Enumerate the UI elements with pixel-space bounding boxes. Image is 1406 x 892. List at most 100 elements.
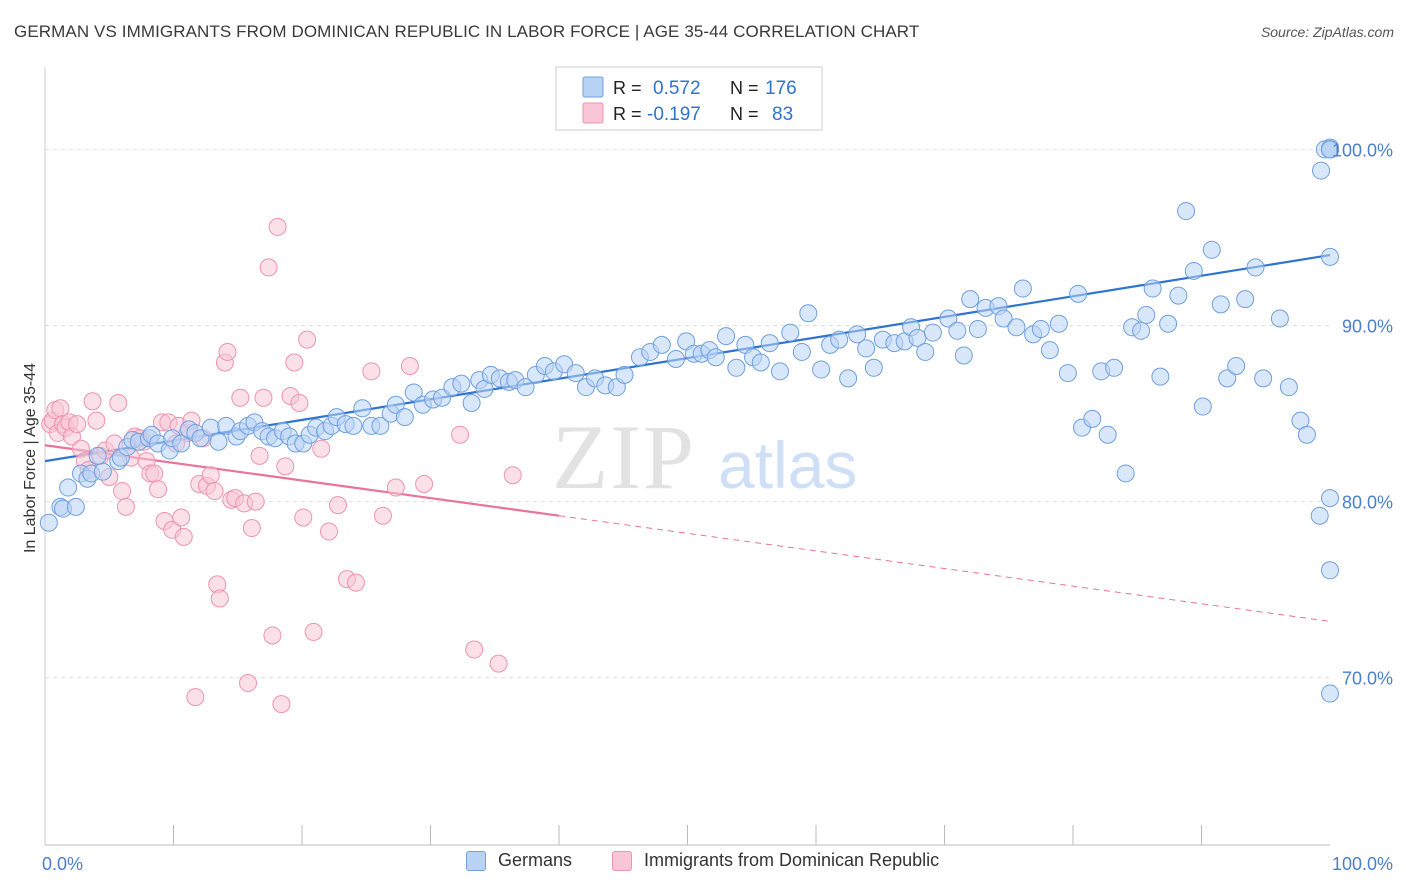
dominican-point bbox=[231, 388, 250, 407]
german-point bbox=[1246, 258, 1265, 277]
dominican-point bbox=[290, 394, 309, 413]
german-point bbox=[615, 365, 634, 384]
german-point bbox=[516, 378, 535, 397]
dominican-point bbox=[285, 353, 304, 372]
grid-lines bbox=[45, 148, 1330, 679]
german-point bbox=[839, 369, 858, 388]
german-point bbox=[1049, 314, 1068, 333]
german-point bbox=[812, 360, 831, 379]
german-point bbox=[792, 342, 811, 361]
watermark-atlas: atlas bbox=[718, 428, 857, 502]
dominican-point bbox=[386, 478, 405, 497]
dominican-point bbox=[218, 342, 237, 361]
german-point bbox=[1254, 369, 1273, 388]
dominican-point bbox=[87, 411, 106, 430]
dominican-point bbox=[451, 425, 470, 444]
german-point bbox=[1321, 684, 1339, 703]
german-point bbox=[954, 346, 973, 365]
german-point bbox=[452, 374, 471, 393]
german-point bbox=[717, 327, 736, 346]
german-swatch bbox=[582, 76, 604, 98]
german-point bbox=[344, 416, 363, 435]
dominican-point bbox=[362, 362, 381, 381]
german-point bbox=[1227, 357, 1246, 376]
german-point bbox=[1279, 378, 1298, 397]
dominican-point bbox=[312, 439, 331, 458]
german-point bbox=[1321, 247, 1339, 266]
german-point bbox=[1218, 369, 1237, 388]
german-point bbox=[1031, 320, 1050, 339]
dominican-point bbox=[205, 482, 224, 501]
german-point bbox=[939, 309, 958, 328]
german-point bbox=[857, 339, 876, 358]
legend-swatch-germans bbox=[466, 850, 486, 871]
german-point bbox=[1211, 295, 1230, 314]
german-point bbox=[88, 446, 107, 465]
tick-labels: 70.0% 80.0% 90.0% 100.0% 0.0% 100.0% bbox=[42, 140, 1393, 874]
dominican-point bbox=[465, 640, 484, 659]
legend-label-germans: Germans bbox=[498, 850, 573, 870]
german-point bbox=[968, 320, 987, 339]
german-point bbox=[771, 362, 790, 381]
german-point bbox=[1193, 397, 1212, 416]
dominican-point bbox=[149, 480, 168, 499]
german-point bbox=[760, 334, 779, 353]
dominican-point bbox=[503, 466, 522, 485]
legend-item-dominican[interactable]: Immigrants from Dominican Republic bbox=[612, 850, 939, 871]
german-point bbox=[1083, 409, 1102, 428]
german-point bbox=[1159, 314, 1178, 333]
dominican-point bbox=[346, 573, 365, 592]
dominican-point bbox=[172, 508, 191, 527]
german-point bbox=[404, 383, 423, 402]
dominican-point bbox=[254, 388, 273, 407]
legend-item-germans[interactable]: Germans bbox=[466, 850, 572, 871]
bottom-legend: Germans Immigrants from Dominican Republ… bbox=[0, 850, 1406, 880]
dominican-point bbox=[210, 589, 229, 608]
legend-label-dominican: Immigrants from Dominican Republic bbox=[644, 850, 940, 870]
dominican-r-label: R = bbox=[613, 104, 642, 124]
dominican-point bbox=[109, 394, 128, 413]
german-point bbox=[948, 321, 967, 340]
german-point bbox=[386, 395, 405, 414]
german-point bbox=[1312, 161, 1331, 180]
dominican-point bbox=[246, 492, 265, 511]
german-point bbox=[848, 325, 867, 344]
dominican-point bbox=[250, 446, 269, 465]
y-tick-label: 80.0% bbox=[1342, 493, 1393, 513]
german-point bbox=[1169, 286, 1188, 305]
german-point bbox=[666, 349, 685, 368]
y-axis-label: In Labor Force | Age 35-44 bbox=[22, 363, 39, 553]
german-point bbox=[1177, 202, 1196, 221]
german-point bbox=[706, 348, 725, 367]
german-point bbox=[209, 432, 228, 451]
dominican-r-value: -0.197 bbox=[647, 104, 701, 125]
dominican-point bbox=[116, 497, 135, 516]
german-point bbox=[961, 290, 980, 309]
german-n-label: N = bbox=[730, 78, 759, 98]
dominican-point bbox=[268, 217, 287, 236]
german-point bbox=[781, 323, 800, 342]
dominican-point bbox=[328, 496, 347, 515]
german-point bbox=[799, 304, 818, 323]
dominican-point bbox=[415, 475, 434, 494]
dominican-trend-line-extension bbox=[558, 515, 1331, 622]
dominican-point bbox=[304, 622, 323, 641]
dominican-point bbox=[298, 330, 317, 349]
y-tick-label: 70.0% bbox=[1342, 669, 1393, 689]
source-credit: Source: ZipAtlas.com bbox=[1260, 24, 1394, 40]
dominican-point bbox=[259, 258, 278, 277]
dominican-point bbox=[400, 357, 419, 376]
german-point bbox=[1069, 284, 1088, 303]
dominican-point bbox=[201, 466, 220, 485]
german-point bbox=[1137, 305, 1156, 324]
german-point bbox=[1310, 506, 1329, 525]
german-point bbox=[353, 399, 372, 418]
german-r-label: R = bbox=[613, 78, 642, 98]
german-point bbox=[1151, 367, 1170, 386]
y-tick-label: 90.0% bbox=[1342, 317, 1393, 337]
german-point bbox=[1184, 261, 1203, 280]
dominican-point bbox=[489, 654, 508, 673]
legend-swatch-dominican bbox=[612, 850, 632, 871]
dominican-point bbox=[373, 506, 392, 525]
german-point bbox=[59, 478, 78, 497]
